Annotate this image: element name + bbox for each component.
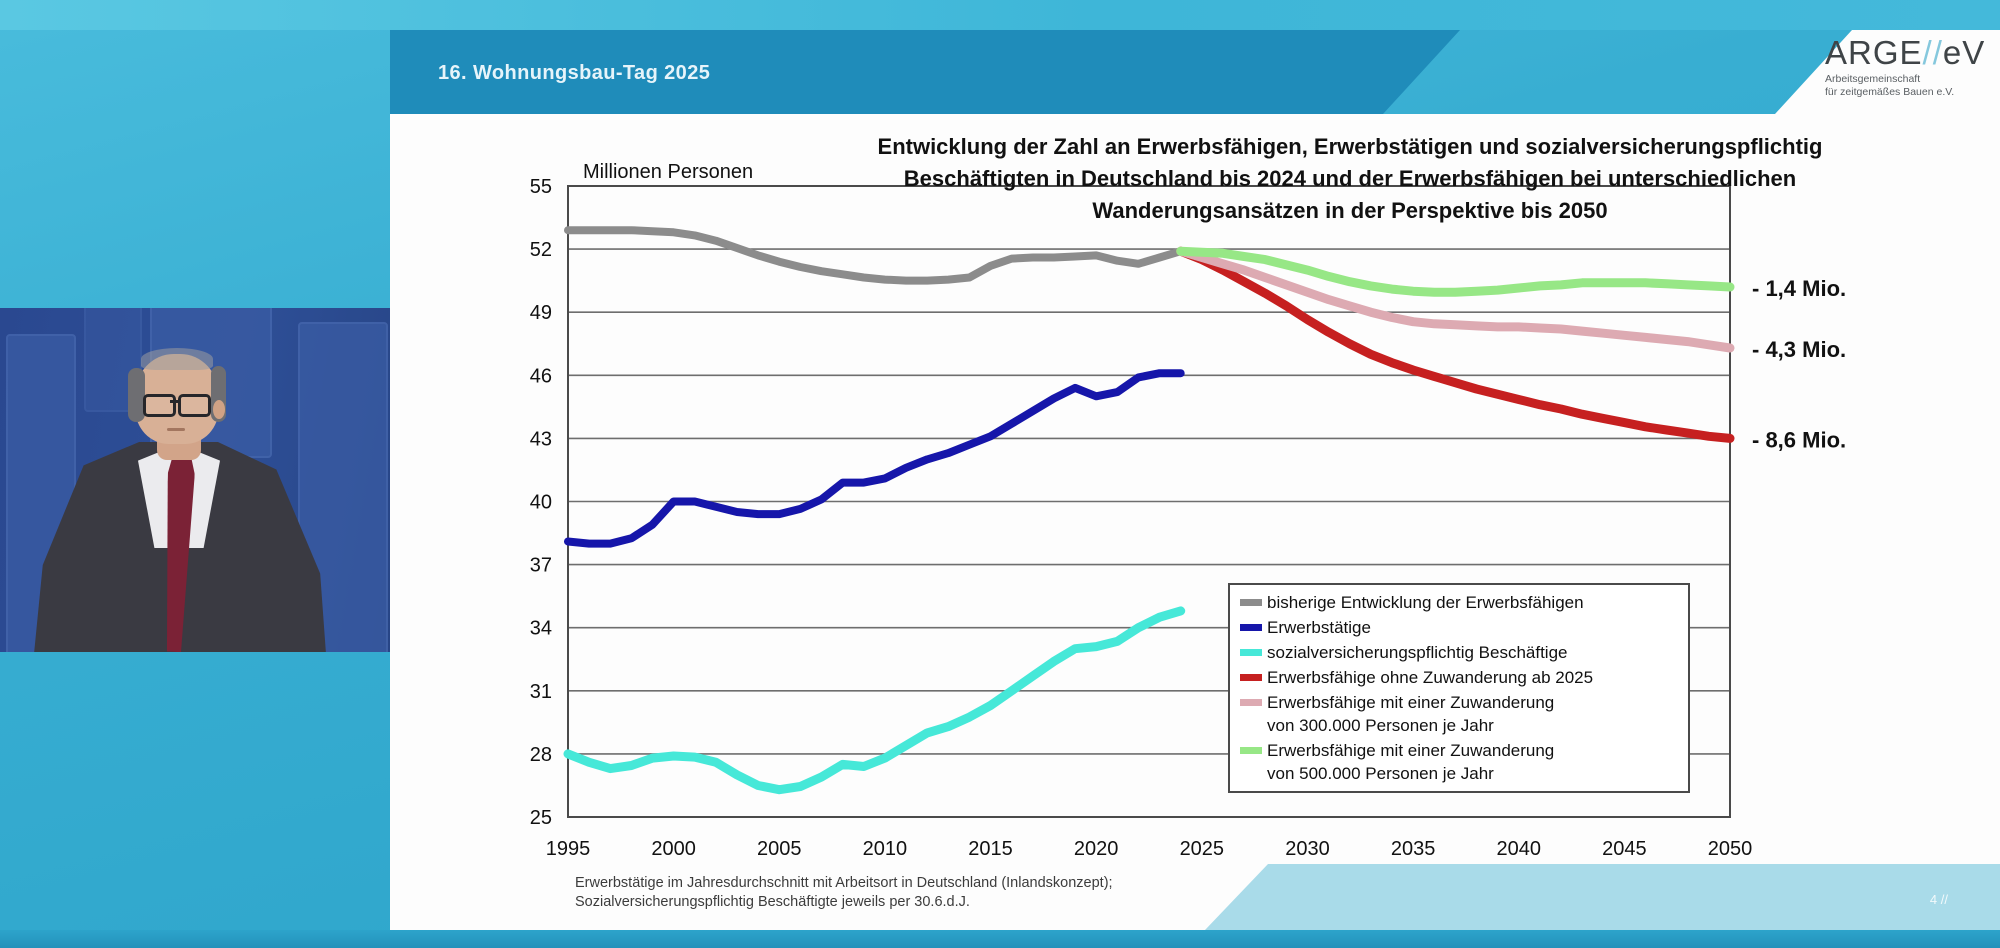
- legend-swatch-icon: [1240, 624, 1262, 631]
- footnote-line: Sozialversicherungspflichtig Beschäftigt…: [575, 894, 970, 910]
- chart-title-line: Entwicklung der Zahl an Erwerbsfähigen, …: [877, 134, 1823, 159]
- legend-swatch-icon: [1240, 674, 1262, 681]
- legend-swatch-icon: [1240, 747, 1262, 754]
- legend-swatch-icon: [1240, 649, 1262, 656]
- chart-title-line: Beschäftigten in Deutschland bis 2024 un…: [903, 166, 1797, 191]
- speaker-glasses: [143, 394, 176, 417]
- speaker-video: [0, 308, 390, 652]
- legend-label: sozialversicherungspflichtig Beschäftige: [1267, 643, 1568, 662]
- legend-item: Erwerbsfähige ohne Zuwanderung ab 2025: [1240, 666, 1688, 689]
- y-axis-unit-label: Millionen Personen: [583, 161, 754, 183]
- bottom-right-accent: 4 //: [1205, 864, 2000, 930]
- legend-swatch-icon: [1240, 599, 1262, 606]
- footnote-line: Erwerbstätige im Jahresdurchschnitt mit …: [575, 875, 1113, 891]
- legend-label: Erwerbsfähige mit einer Zuwanderung von 5…: [1267, 741, 1555, 783]
- slide-background: [390, 114, 2000, 930]
- logo-slashes-icon: //: [1922, 34, 1943, 71]
- legend-swatch-icon: [1240, 699, 1262, 706]
- chart-legend: bisherige Entwicklung der Erwerbsfähigen…: [1228, 583, 1690, 793]
- event-title: 16. Wohnungsbau-Tag 2025: [438, 62, 711, 84]
- speaker-ear: [213, 400, 225, 419]
- chart-footnote: Erwerbstätige im Jahresdurchschnitt mit …: [575, 874, 1113, 912]
- legend-label: Erwerbsfähige mit einer Zuwanderung von 3…: [1267, 693, 1555, 735]
- arge-logo-wordmark: ARGE//eV: [1825, 34, 1986, 71]
- speaker-glasses: [178, 394, 211, 417]
- speaker-hair: [128, 368, 145, 422]
- legend-item: Erwerbstätige: [1240, 616, 1688, 639]
- speaker-glasses: [170, 400, 179, 403]
- chart-title: Entwicklung der Zahl an Erwerbsfähigen, …: [700, 131, 2000, 227]
- speaker-mouth: [167, 428, 185, 431]
- legend-item: Erwerbsfähige mit einer Zuwanderung von 3…: [1240, 691, 1688, 737]
- legend-item: Erwerbsfähige mit einer Zuwanderung von 5…: [1240, 739, 1688, 785]
- slide-page-number: 4 //: [1929, 892, 1948, 907]
- legend-label: Erwerbstätige: [1267, 618, 1371, 637]
- slide-header-band: 16. Wohnungsbau-Tag 2025: [390, 30, 1460, 114]
- top-accent-strip: [0, 0, 2000, 30]
- logo-subline: Arbeitsgemeinschaft: [1825, 73, 1921, 85]
- arge-logo: ARGE//eV Arbeitsgemeinschaft für zeitgem…: [1825, 36, 2000, 99]
- chart-title-line: Wanderungsansätzen in der Perspektive bi…: [1092, 198, 1608, 223]
- speaker-hair: [141, 348, 213, 370]
- presentation-slide: 16. Wohnungsbau-Tag 2025 ARGE//eV Arbeit…: [390, 0, 2000, 930]
- legend-item: bisherige Entwicklung der Erwerbsfähigen: [1240, 591, 1688, 614]
- legend-label: Erwerbsfähige ohne Zuwanderung ab 2025: [1267, 668, 1594, 687]
- bottom-strip: [0, 930, 2000, 948]
- legend-label: bisherige Entwicklung der Erwerbsfähigen: [1267, 593, 1584, 612]
- logo-subline: für zeitgemäßes Bauen e.V.: [1825, 86, 1955, 98]
- legend-item: sozialversicherungspflichtig Beschäftige: [1240, 641, 1688, 664]
